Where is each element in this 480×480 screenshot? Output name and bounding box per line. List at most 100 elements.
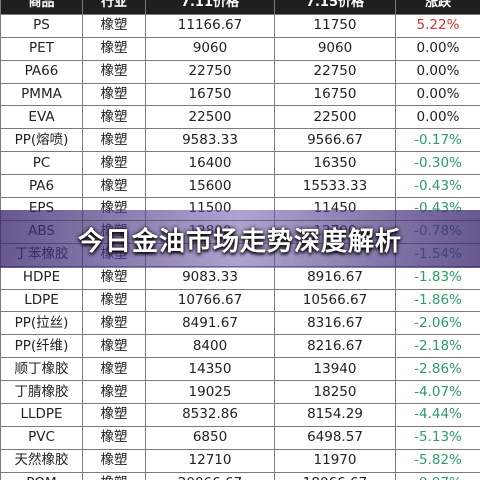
table-row: PMMA 橡塑 16750 16750 0.00%	[0, 82, 480, 107]
price-0711-cell: 19025	[145, 380, 275, 405]
table-row: PA6 橡塑 15600 15533.33 -0.43%	[0, 174, 480, 199]
product-cell: PMMA	[0, 82, 83, 107]
table-row: LDPE 橡塑 10766.67 10566.67 -1.86%	[0, 288, 480, 313]
price-0715-cell: 18066.67	[274, 471, 396, 480]
change-cell: -4.07%	[395, 380, 480, 405]
price-0715-cell: 9566.67	[274, 128, 396, 153]
change-cell: 5.22%	[395, 13, 480, 38]
industry-cell: 橡塑	[82, 36, 146, 61]
price-0711-cell: 20066.67	[145, 471, 275, 480]
table-row: EPS 橡塑 11500 11450 -0.43%	[0, 197, 480, 221]
table-row: HDPE 橡塑 9083.33 8916.67 -1.83%	[0, 265, 480, 290]
price-0715-cell: 10566.67	[274, 288, 396, 313]
industry-cell: 橡塑	[82, 59, 146, 84]
table-row: 天然橡胶 橡塑 12710 11970 -5.82%	[0, 448, 480, 473]
industry-cell: 橡塑	[82, 265, 146, 290]
change-cell: -2.06%	[395, 311, 480, 336]
product-cell: LLDPE	[0, 403, 83, 427]
industry-cell: 橡塑	[82, 13, 146, 38]
product-cell: PA6	[0, 174, 83, 199]
product-cell: 顺丁橡胶	[0, 357, 83, 382]
industry-cell: 橡塑	[82, 425, 146, 450]
product-cell: POM	[0, 471, 83, 480]
change-cell: -1.86%	[395, 288, 480, 313]
change-cell: 0.00%	[395, 82, 480, 107]
table-row: PP(拉丝) 橡塑 8491.67 8316.67 -2.06%	[0, 311, 480, 336]
product-cell: 天然橡胶	[0, 448, 83, 473]
table-row: EVA 橡塑 22500 22500 0.00%	[0, 105, 480, 130]
table-header: 商品 行业 7.11价格 7.15价格 涨跌	[0, 0, 480, 15]
industry-cell: 橡塑	[82, 471, 146, 480]
price-0711-cell: 10766.67	[145, 288, 275, 313]
product-cell: PVC	[0, 425, 83, 450]
price-0715-cell: 16750	[274, 82, 396, 107]
change-cell: -5.13%	[395, 425, 480, 450]
product-cell: PC	[0, 151, 83, 176]
table-row: PVC 橡塑 6850 6498.57 -5.13%	[0, 425, 480, 450]
product-cell: 丁腈橡胶	[0, 380, 83, 405]
price-0711-cell: 8532.86	[145, 403, 275, 427]
col-header-change: 涨跌	[395, 0, 480, 15]
product-cell: LDPE	[0, 288, 83, 313]
price-0711-cell: 15600	[145, 174, 275, 199]
change-cell: 0.00%	[395, 105, 480, 130]
title-banner: 今日金油市场走势深度解析	[0, 210, 480, 268]
price-0715-cell: 8216.67	[274, 334, 396, 359]
change-cell: -0.30%	[395, 151, 480, 176]
change-cell: 0.00%	[395, 59, 480, 84]
industry-cell: 橡塑	[82, 357, 146, 382]
product-cell: PS	[0, 13, 83, 38]
price-0715-cell: 11970	[274, 448, 396, 473]
price-0715-cell: 13940	[274, 357, 396, 382]
industry-cell: 橡塑	[82, 380, 146, 405]
col-header-product: 商品	[0, 0, 83, 15]
price-0711-cell: 22750	[145, 59, 275, 84]
change-cell: -2.86%	[395, 357, 480, 382]
price-0711-cell: 8491.67	[145, 311, 275, 336]
change-cell: -4.44%	[395, 403, 480, 427]
table-row: PP(纤维) 橡塑 8400 8216.67 -2.18%	[0, 334, 480, 359]
table-row: 丁腈橡胶 橡塑 19025 18250 -4.07%	[0, 380, 480, 405]
banner-title: 今日金油市场走势深度解析	[77, 226, 402, 257]
table-row: PC 橡塑 16400 16350 -0.30%	[0, 151, 480, 176]
price-0715-cell: 22750	[274, 59, 396, 84]
change-cell: -9.97%	[395, 471, 480, 480]
product-cell: PP(熔喷)	[0, 128, 83, 153]
table-row: PS 橡塑 11166.67 11750 5.22%	[0, 13, 480, 38]
price-0715-cell: 8916.67	[274, 265, 396, 290]
change-cell: 0.00%	[395, 36, 480, 61]
table-row: PA66 橡塑 22750 22750 0.00%	[0, 59, 480, 84]
product-cell: PA66	[0, 59, 83, 84]
industry-cell: 橡塑	[82, 82, 146, 107]
price-0715-cell: 9060	[274, 36, 396, 61]
change-cell: -1.83%	[395, 265, 480, 290]
price-0711-cell: 12710	[145, 448, 275, 473]
change-cell: -2.18%	[395, 334, 480, 359]
price-0715-cell: 8316.67	[274, 311, 396, 336]
table-row: PP(熔喷) 橡塑 9583.33 9566.67 -0.17%	[0, 128, 480, 153]
price-0715-cell: 16350	[274, 151, 396, 176]
price-0711-cell: 9583.33	[145, 128, 275, 153]
price-0711-cell: 11166.67	[145, 13, 275, 38]
price-0715-cell: 18250	[274, 380, 396, 405]
price-0715-cell: 15533.33	[274, 174, 396, 199]
product-cell: HDPE	[0, 265, 83, 290]
price-0711-cell: 6850	[145, 425, 275, 450]
industry-cell: 橡塑	[82, 174, 146, 199]
industry-cell: 橡塑	[82, 288, 146, 313]
price-0715-cell: 6498.57	[274, 425, 396, 450]
col-header-industry: 行业	[82, 0, 146, 15]
table-body: PS 橡塑 11166.67 11750 5.22% PET 橡塑 9060 9060 0.00%…	[0, 13, 480, 480]
industry-cell: 橡塑	[82, 403, 146, 427]
table-row: POM橡塑20066.6718066.67-9.97%	[0, 471, 480, 480]
price-0711-cell: 8400	[145, 334, 275, 359]
price-0715-cell: 11750	[274, 13, 396, 38]
price-0715-cell: 8154.29	[274, 403, 396, 427]
col-header-price-0715: 7.15价格	[274, 0, 396, 15]
price-0711-cell: 16750	[145, 82, 275, 107]
col-header-price-0711: 7.11价格	[145, 0, 275, 15]
change-cell: -0.17%	[395, 128, 480, 153]
industry-cell: 橡塑	[82, 311, 146, 336]
